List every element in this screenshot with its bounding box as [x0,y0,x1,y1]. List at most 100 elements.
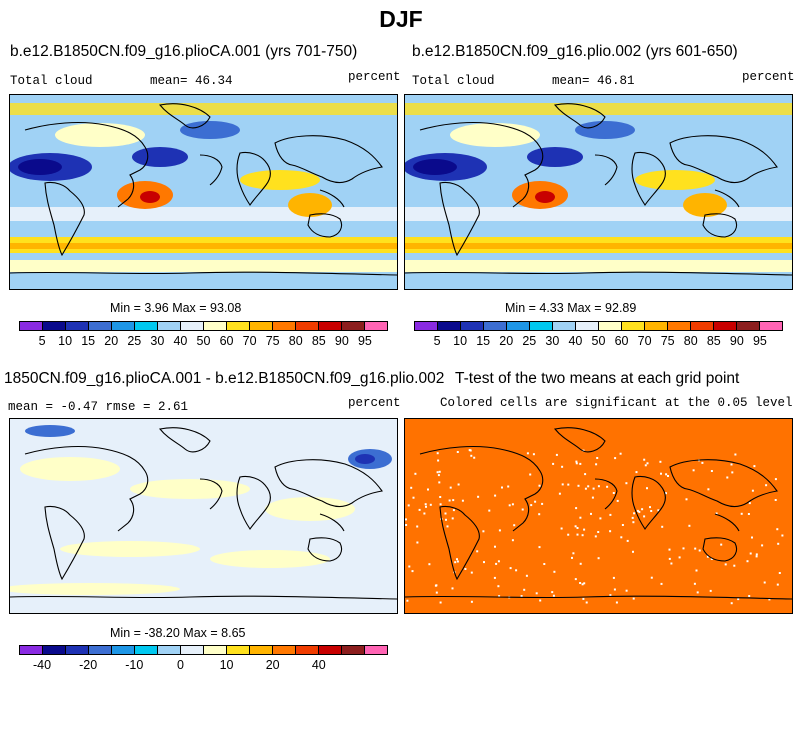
panel3-colorbar-swatch [319,646,342,654]
low-cloud-region [575,121,635,139]
insignificant-cell [448,499,451,502]
panel2-units-label: percent [742,70,795,84]
insignificant-cell [482,530,485,533]
coastline [307,537,343,562]
insignificant-cell [643,515,646,518]
insignificant-cell [597,557,600,560]
panel3-map-svg [10,419,397,613]
panel3-map [9,418,398,614]
insignificant-cell [574,578,577,581]
panel4-map [404,418,793,614]
cloud-region [635,170,715,190]
insignificant-cell [644,464,647,467]
panel2-colorbar-swatch [553,322,576,330]
insignificant-cell [709,589,712,592]
insignificant-cell [446,525,449,528]
insignificant-cell [734,453,737,456]
insignificant-cell [765,484,768,487]
insignificant-cell [597,531,600,533]
insignificant-cell [424,503,427,506]
insignificant-cell [777,542,780,545]
insignificant-cell [621,524,624,526]
coastline [702,537,738,562]
insignificant-cell [706,555,709,558]
insignificant-cell [620,536,623,539]
coastline [159,427,211,453]
panel3-colorbar [19,645,388,655]
panel1-colorbar-tick-label: 15 [81,334,96,348]
panel1-colorbar-tick-label: 85 [311,334,326,348]
coastline [236,151,271,206]
panel3-colorbar-ticks: -40 -20 -10 0 10 20 40 [19,658,388,674]
insignificant-cell [778,572,781,574]
insignificant-cell [498,595,501,598]
coastline [419,446,544,532]
insignificant-cell [416,541,419,544]
insignificant-cell [558,492,561,495]
insignificant-cell [414,472,417,475]
panel4-title: T-test of the two means at each grid poi… [455,370,740,388]
insignificant-cell [751,489,754,492]
panel1-units-label: percent [348,70,401,84]
band-fill [405,260,792,272]
panel1-colorbar-ticks: 5 10 15 20 25 30 40 50 60 70 75 80 85 90 95 [19,334,388,350]
panel1-variable-label: Total cloud [10,74,93,88]
positive-difference [60,541,200,557]
insignificant-cell [423,512,426,515]
insignificant-cell [452,509,455,512]
insignificant-cell [596,457,599,459]
panel2-colorbar-tick-label: 20 [499,334,514,348]
significance-field [405,419,792,613]
insignificant-cell [665,492,667,495]
low-cloud-region [18,159,62,175]
panel2-colorbar-tick-label: 15 [476,334,491,348]
insignificant-cell [445,518,447,521]
insignificant-cell [763,581,766,584]
panel1-colorbar-swatch [20,322,43,330]
insignificant-cell [583,582,586,585]
coastline [594,154,618,186]
insignificant-cell [464,568,467,570]
insignificant-cell [534,500,537,503]
panel4-map-svg [405,419,792,613]
panel1-colorbar-swatch [181,322,204,330]
insignificant-cell [751,536,753,539]
insignificant-cell [609,530,612,533]
panel2-colorbar-swatch [461,322,484,330]
insignificant-cell [498,529,501,532]
insignificant-cell [511,503,514,506]
panel2-variable-label: Total cloud [412,74,495,88]
insignificant-cell [579,516,582,519]
panel1-colorbar-swatch [158,322,181,330]
insignificant-cell [715,512,718,515]
panel2-colorbar-swatch [668,322,691,330]
insignificant-cell [659,460,662,463]
low-cloud-region [413,159,457,175]
panel2-colorbar-tick-label: 40 [568,334,583,348]
coastline [10,271,397,276]
insignificant-cell [576,527,579,529]
insignificant-cell [530,504,533,507]
insignificant-cell [435,591,438,594]
coastline [44,505,85,581]
coastline [24,446,149,532]
panel3-colorbar-swatch [112,646,135,654]
insignificant-cell [692,469,695,472]
coastline [405,595,792,600]
coastline [199,478,223,510]
panel2-colorbar-tick-label: 5 [433,334,441,348]
insignificant-cell [774,499,777,501]
panel2-colorbar-swatch [507,322,530,330]
panel2-colorbar-tick-label: 25 [522,334,537,348]
panel2-colorbar-swatch [714,322,737,330]
panel2-colorbar-swatch [645,322,668,330]
insignificant-cell [552,462,555,465]
panel1-colorbar-swatch [273,322,296,330]
band-fill [10,260,397,272]
panel2-colorbar-swatch [622,322,645,330]
coastline [199,154,223,186]
insignificant-cell [625,589,628,592]
insignificant-cell [585,601,588,604]
insignificant-cell [457,483,460,486]
low-cloud-region [132,147,188,167]
